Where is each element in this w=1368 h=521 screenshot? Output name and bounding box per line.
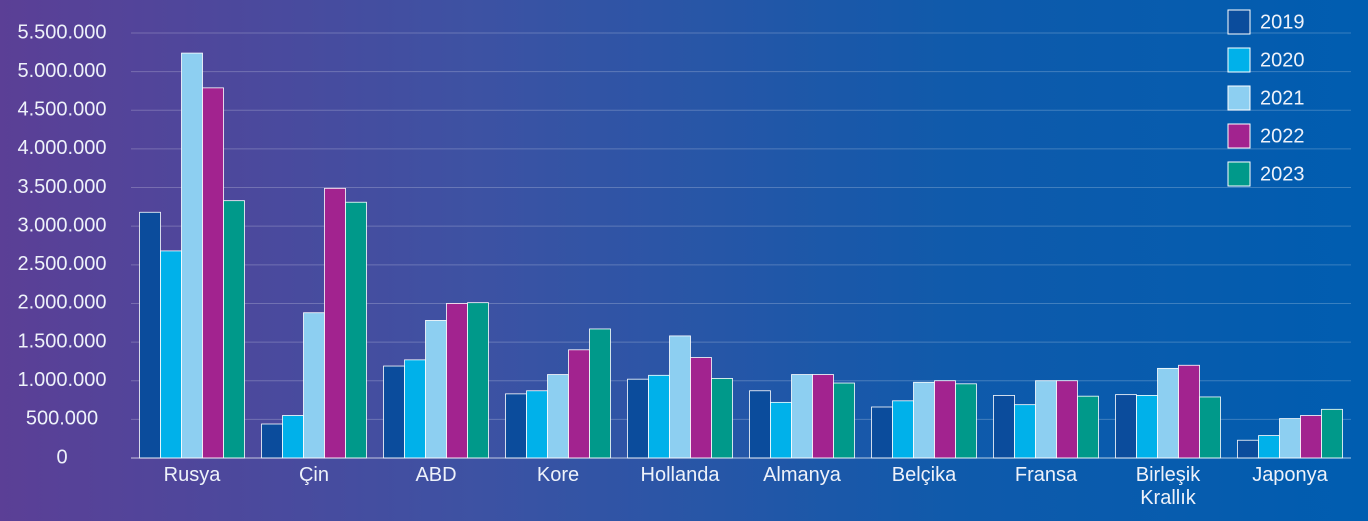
bar <box>223 200 245 459</box>
bar <box>568 349 590 459</box>
bar <box>1258 435 1280 459</box>
x-tick-label: Almanya <box>763 464 841 486</box>
bar <box>324 187 346 459</box>
bar <box>770 401 792 459</box>
legend-label: 2019 <box>1260 11 1305 33</box>
legend-swatch <box>1227 47 1251 73</box>
bar <box>1178 364 1200 459</box>
bar <box>1056 380 1078 459</box>
bar <box>160 250 182 459</box>
bar <box>711 378 733 459</box>
bar <box>955 383 977 459</box>
y-tick-label: 5.500.000 <box>18 21 107 43</box>
legend-swatch <box>1227 9 1251 35</box>
y-tick-label: 0 <box>56 446 67 468</box>
bar <box>261 423 283 459</box>
y-tick-label: 2.500.000 <box>18 253 107 275</box>
bar <box>446 303 468 459</box>
bar <box>404 359 426 459</box>
y-tick-label: 3.000.000 <box>18 214 107 236</box>
bar <box>934 380 956 459</box>
bar <box>202 87 224 459</box>
legend-swatch <box>1227 161 1251 187</box>
x-tick-label: Hollanda <box>640 464 720 486</box>
bar <box>1237 439 1259 459</box>
bar <box>648 374 670 459</box>
bar <box>627 378 649 459</box>
y-tick-label: 1.000.000 <box>18 369 107 391</box>
bar <box>547 374 569 459</box>
bar <box>345 201 367 459</box>
y-tick-label: 5.000.000 <box>18 60 107 82</box>
legend-swatch <box>1227 85 1251 111</box>
bar <box>1035 380 1057 459</box>
bar <box>1077 395 1099 459</box>
bar <box>749 390 771 459</box>
legend-label: 2020 <box>1260 49 1305 71</box>
bar <box>1300 415 1322 459</box>
y-tick-label: 3.500.000 <box>18 176 107 198</box>
bar <box>1321 408 1343 459</box>
legend-label: 2023 <box>1260 163 1305 185</box>
x-tick-label: Birleşik Krallık <box>1135 464 1201 509</box>
bar <box>505 393 527 459</box>
y-tick-label: 1.500.000 <box>18 330 107 352</box>
x-tick-label: Fransa <box>1014 464 1078 486</box>
y-tick-label: 4.000.000 <box>18 137 107 159</box>
bar <box>589 328 611 459</box>
legend-label: 2021 <box>1260 87 1305 109</box>
bar <box>892 400 914 459</box>
bar <box>282 415 304 459</box>
bar <box>833 382 855 459</box>
bar <box>526 390 548 459</box>
bar <box>913 381 935 459</box>
x-tick-label: Belçika <box>891 464 957 486</box>
legend-swatch <box>1227 123 1251 149</box>
bar <box>993 395 1015 459</box>
bar <box>467 302 489 459</box>
bar <box>690 357 712 459</box>
bar <box>303 312 325 459</box>
x-tick-label: ABD <box>415 464 457 486</box>
bar <box>812 374 834 459</box>
x-tick-label: Rusya <box>163 464 221 486</box>
x-tick-label: Japonya <box>1252 464 1328 486</box>
bar <box>139 211 161 459</box>
bar <box>1014 404 1036 459</box>
bar <box>425 320 447 459</box>
y-tick-label: 2.000.000 <box>18 292 107 314</box>
y-tick-label: 500.000 <box>26 408 98 430</box>
bar <box>1157 367 1179 459</box>
y-tick-label: 4.500.000 <box>18 99 107 121</box>
bar <box>1115 394 1137 459</box>
bar <box>791 374 813 459</box>
legend-label: 2022 <box>1260 125 1305 147</box>
x-tick-label: Kore <box>536 464 580 486</box>
x-tick-label: Çin <box>298 464 329 486</box>
bar <box>383 365 405 459</box>
bar <box>181 52 203 459</box>
bar <box>1136 395 1158 459</box>
bar <box>1279 418 1301 459</box>
bar <box>1199 396 1221 459</box>
bar <box>871 406 893 459</box>
bar <box>669 335 691 459</box>
